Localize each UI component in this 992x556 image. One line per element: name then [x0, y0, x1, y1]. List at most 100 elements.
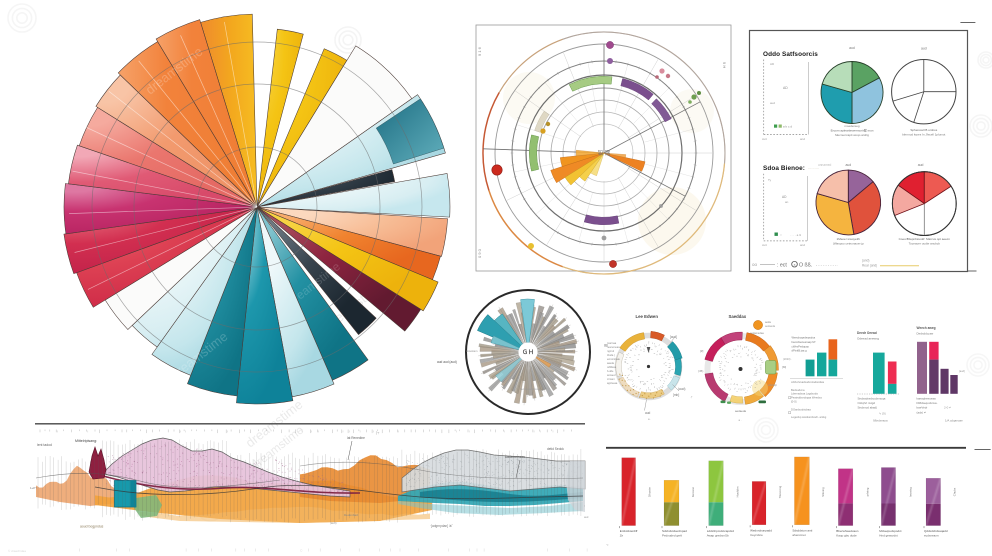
svg-text:aauda: aauda — [607, 362, 615, 365]
svg-text:. . . . a ß: . . . . a ß — [790, 233, 801, 237]
svg-text:⎪ʹ†̇: ⎪ʹ†̇ — [375, 431, 380, 435]
svg-text:a b c d: a b c d — [783, 125, 792, 129]
svg-text:Legedxp wwdxerdxodr- ardxg: Legedxp wwdxerdxodr- ardxg — [791, 415, 827, 419]
svg-text:AD: AD — [782, 195, 787, 199]
svg-text:tomoniem: tomoniem — [466, 349, 477, 353]
svg-text:Bedxudxna: Bedxudxna — [791, 388, 805, 392]
svg-text:9 H: 9 H — [722, 62, 727, 68]
svg-text:[aud]: [aud] — [959, 369, 965, 373]
svg-text:thoda ): thoda ) — [607, 354, 615, 357]
svg-text:lat Renedine: lat Renedine — [347, 436, 365, 440]
svg-text:annaed: annaed — [607, 374, 616, 377]
svg-text:ßßedxeaoa: ßßedxeaoa — [873, 419, 888, 423]
svg-text:O ßß.: O ßß. — [799, 263, 812, 269]
svg-text:Lddxßrpmdxtcapdxd: Lddxßrpmdxtcapdxd — [707, 529, 735, 533]
svg-text:Dedxddq aw: Dedxddq aw — [917, 332, 935, 336]
svg-text:Kaqo gbu dude: Kaqo gbu dude — [836, 534, 857, 538]
svg-text:and: and — [800, 137, 805, 141]
svg-text:Mdxeqredxpodxt: Mdxeqredxpodxt — [879, 529, 901, 533]
svg-text:DMdxeqodxnva ·: DMdxeqodxnva · — [917, 401, 939, 405]
svg-text:Ty: Ty — [768, 178, 772, 182]
svg-text:Tikrecong: Tikrecong — [778, 485, 782, 498]
svg-text:(aud): (aud) — [678, 387, 685, 391]
svg-text:Toceaoer uudte anubcb: Toceaoer uudte anubcb — [909, 242, 941, 246]
svg-text:Wedxrdxunpadd: Wedxrdxunpadd — [750, 528, 772, 532]
svg-text:Ceycdxre: Ceycdxre — [750, 533, 763, 537]
svg-text:aedaeda: aedaeda — [765, 324, 776, 328]
svg-text:Oddo Satfsoorcis: Oddo Satfsoorcis — [763, 51, 818, 58]
svg-text:Dedonbad: Dedonbad — [344, 513, 358, 517]
svg-text:·[adgrnpdan] ⌘ʹ: ·[adgrnpdan] ⌘ʹ — [430, 524, 453, 528]
svg-text:Sdxddxton anti: Sdxddxton anti — [792, 528, 812, 532]
svg-text:©: © — [300, 549, 303, 553]
svg-text:Peateddxedxqaa Weedxa: Peateddxedxqaa Weedxa — [791, 396, 822, 400]
svg-text:Dfrusim: Dfrusim — [648, 486, 652, 497]
svg-text:aud: aud — [584, 515, 589, 519]
svg-text:[0-0]: [0-0] — [791, 400, 797, 404]
svg-text:Sedxadxedxodxmoqa: Sedxadxedxodxmoqa — [858, 397, 886, 401]
svg-text:0 9 0: 0 9 0 — [477, 248, 482, 258]
svg-text:1/A cdqaeoae: 1/A cdqaeoae — [945, 419, 963, 423]
svg-text:Saeddax: Saeddax — [729, 314, 747, 319]
svg-text:aud: aud — [921, 47, 927, 51]
svg-text:and: and — [800, 243, 805, 247]
svg-text:aud aud (aud): aud aud (aud) — [437, 360, 457, 364]
svg-text:ˇ۶: ˇ۶ — [606, 543, 609, 547]
svg-text:Iterceso: Iterceso — [691, 486, 695, 497]
svg-text:9 1 6: 9 1 6 — [477, 46, 482, 56]
svg-text:kaeaqheeueaa: kaeaqheeueaa — [917, 397, 937, 401]
svg-text:Deedr Oeead: Deedr Oeead — [857, 331, 877, 335]
svg-text:Sdxbdxtdxerdxpad: Sdxbdxtdxerdxpad — [662, 529, 687, 533]
svg-text:curt: curt — [762, 137, 767, 141]
svg-text:铅 隅: 铅 隅 — [598, 149, 611, 157]
svg-text:cWexPedquao: cWexPedquao — [792, 344, 810, 348]
svg-text:Slkning: Slkning — [821, 487, 825, 497]
svg-text:×: × — [793, 263, 795, 267]
svg-text:AD: AD — [770, 62, 775, 66]
svg-text:(2020) ·: (2020) · — [783, 357, 792, 361]
svg-text:DOardxodxtdraa: DOardxodxtdraa — [791, 407, 811, 411]
svg-text:aedaeda: aedaeda — [735, 409, 746, 413]
svg-text:crmani: crmani — [607, 378, 615, 381]
svg-text:aoud bogpndus: aoud bogpndus — [80, 525, 104, 529]
svg-text:unnamed: unnamed — [818, 163, 832, 167]
svg-text:Chubs: Chubs — [953, 487, 957, 496]
svg-text:AD: AD — [783, 86, 788, 90]
svg-text:dPinkB jaa g: dPinkB jaa g — [792, 349, 808, 353]
svg-text:[mb]: [mb] — [673, 393, 679, 397]
svg-text:Qddxdxbdxaqadd: Qddxdxbdxaqadd — [924, 529, 948, 533]
svg-text:detid Sedok: detid Sedok — [547, 447, 564, 451]
svg-text:Odeead aeewng: Odeead aeewng — [857, 337, 879, 341]
svg-text:Sdoa Bienoe:: Sdoa Bienoe: — [763, 165, 805, 172]
svg-text:© draachidaa: © draachidaa — [8, 549, 26, 553]
svg-text:lent tadod: lent tadod — [37, 443, 52, 447]
svg-text:a ·: a · — [648, 417, 651, 421]
svg-text:agnlueaa: agnlueaa — [607, 382, 618, 385]
svg-text:CoeurBtwpnbtoodd´ Marcus opt a: CoeurBtwpnbtoodd´ Marcus opt aeecn — [899, 237, 951, 241]
svg-text:↳ [9]: ↳ [9] — [879, 412, 886, 416]
svg-text:aud: aud — [849, 46, 855, 50]
svg-text:beocdoeneeraap M³: beocdoeneeraap M³ — [792, 340, 816, 344]
svg-text:Awap gredxmSb: Awap gredxmSb — [707, 534, 729, 538]
svg-text:(adx) ↵: (adx) ↵ — [917, 410, 927, 414]
svg-text:odWasa: odWasa — [607, 366, 617, 369]
svg-text:Weech aweg: Weech aweg — [917, 326, 936, 330]
svg-text:cdVuoVuadxudxviradxodwa: cdVuoVuadxudxviradxodwa — [791, 380, 824, 384]
svg-text:2-0 ↵: 2-0 ↵ — [944, 406, 951, 410]
svg-text:marmaa: marmaa — [607, 342, 617, 345]
svg-text:(aud): (aud) — [330, 521, 337, 525]
svg-text:(Waspoo ceteonaoer jp: (Waspoo ceteonaoer jp — [833, 242, 864, 246]
svg-text:Spherocell B umbos: Spherocell B umbos — [910, 128, 937, 132]
svg-text:aud: aud — [845, 163, 851, 167]
svg-text:ahencmet: ahencmet — [792, 533, 805, 537]
svg-text:b-dde: b-dde — [607, 370, 614, 373]
svg-text:(and): (and) — [862, 259, 869, 263]
svg-text:ecdxneaxn: ecdxneaxn — [924, 534, 939, 538]
svg-text:[aud]: [aud] — [670, 335, 677, 339]
svg-text:Erdxtdxterdiff: Erdxtdxterdiff — [620, 529, 638, 533]
svg-text:curt: curt — [762, 243, 767, 247]
svg-text:..: .. — [784, 366, 786, 369]
svg-text:Ze: Ze — [620, 534, 624, 538]
svg-text:Dademmnees: Dademmnees — [505, 455, 525, 459]
svg-text:aud: aud — [918, 163, 924, 167]
